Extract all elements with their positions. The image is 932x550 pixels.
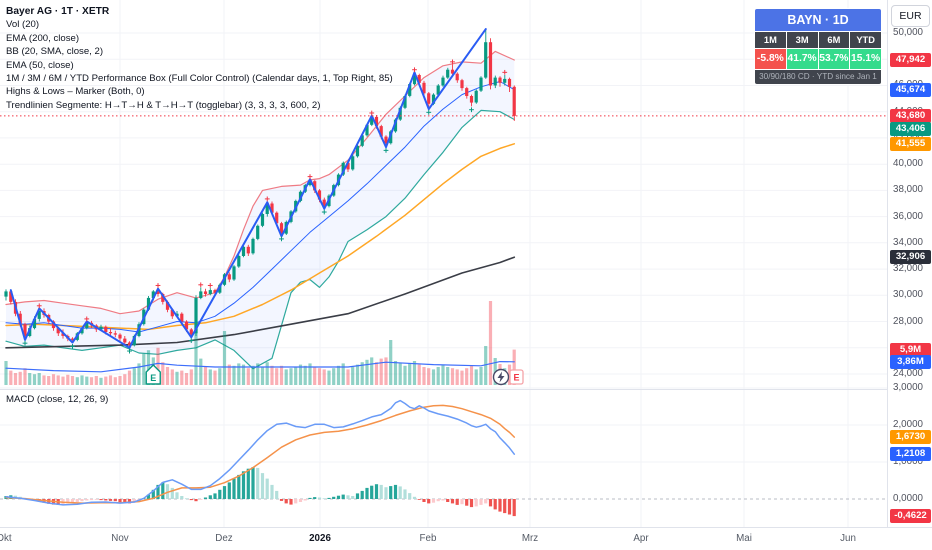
perf-value-ytd: 15.1% [850,49,881,69]
price-tick: 40,000 [893,158,923,170]
axis-badge: 3,86M [890,354,931,369]
macd-legend: MACD (close, 12, 26, 9) [6,393,108,406]
perf-footer-note: 30/90/180 CD · YTD since Jan 1 [755,70,881,84]
time-axis[interactable]: Okt Nov Dez 2026 Feb Mrz Apr Mai Jun [0,527,932,550]
legend-vol[interactable]: Vol (20) [6,19,40,31]
perf-tab-1m[interactable]: 1M [755,32,786,48]
earnings-marker: E [145,364,161,385]
axis-badge: 43,406 [890,122,931,137]
month-label: Nov [111,533,129,544]
price-tick: 50,000 [893,27,923,38]
legend-perf-box[interactable]: 1M / 3M / 6M / YTD Performance Box (Full… [6,73,393,85]
axis-badge: 1,2108 [890,447,931,462]
macd-tick: 0,0000 [893,493,923,504]
month-label: Jun [840,533,856,544]
perf-value-3m: 41.7% [786,49,818,69]
legend-bb[interactable]: BB (20, SMA, close, 2) [6,46,104,58]
legend-highs-lows[interactable]: Highs & Lows – Marker (Both, 0) [6,86,145,98]
macd-tick: 3,0000 [893,382,923,393]
performance-box-title: BAYN · 1D [755,9,881,31]
perf-value-6m: 53.7% [818,49,850,69]
axis-badge: 41,555 [890,136,931,151]
perf-tab-ytd[interactable]: YTD [850,32,881,48]
axis-badge: 47,942 [890,52,931,67]
month-label: Dez [215,533,233,544]
axis-badge: 1,6730 [890,430,931,445]
price-tick: 28,000 [893,315,923,327]
axis-badge: 45,674 [890,82,931,97]
price-axis[interactable]: 50,00048,00046,00044,00042,00040,00038,0… [887,0,932,527]
chart-legend: Bayer AG · 1T · XETR Vol (20) EMA (200, … [6,5,393,112]
currency-button[interactable]: EUR [891,5,930,27]
macd-label[interactable]: MACD (close, 12, 26, 9) [6,394,109,405]
legend-ema50[interactable]: EMA (50, close) [6,59,74,71]
symbol-title[interactable]: Bayer AG · 1T · XETR [6,6,110,17]
axis-badge: -0,4622 [890,509,931,524]
month-label: Mrz [521,533,539,544]
price-tick: 36,000 [893,210,923,222]
axis-badge: 32,906 [890,250,931,265]
month-label: 2026 [309,533,331,544]
month-label: Apr [633,533,649,544]
flash-icon [492,368,510,386]
axis-badge: 43,680 [890,108,931,123]
axis-badge: 5,9M [890,342,931,357]
macd-tick: 2,0000 [893,419,923,430]
price-tick: 38,000 [893,184,923,196]
performance-box: BAYN · 1D 1M 3M 6M YTD -5.8% 41.7% 53.7%… [755,9,881,84]
svg-text:E: E [513,373,519,383]
legend-trend-segments[interactable]: Trendlinien Segmente: H→T→H & T→H→T (tog… [6,99,321,111]
perf-tab-6m[interactable]: 6M [818,32,850,48]
month-label: Okt [0,533,12,544]
month-label: Feb [419,533,437,544]
price-tick: 34,000 [893,236,923,248]
price-tick: 24,000 [893,367,923,379]
month-label: Mai [736,533,752,544]
macd-tick: 1,0000 [893,456,923,467]
legend-ema200[interactable]: EMA (200, close) [6,32,80,44]
price-tick: 32,000 [893,263,923,275]
upcoming-earnings-icon: E [509,369,524,385]
price-tick: 30,000 [893,289,923,301]
perf-tab-3m[interactable]: 3M [786,32,818,48]
svg-text:E: E [150,373,156,383]
perf-value-1m: -5.8% [755,49,786,69]
